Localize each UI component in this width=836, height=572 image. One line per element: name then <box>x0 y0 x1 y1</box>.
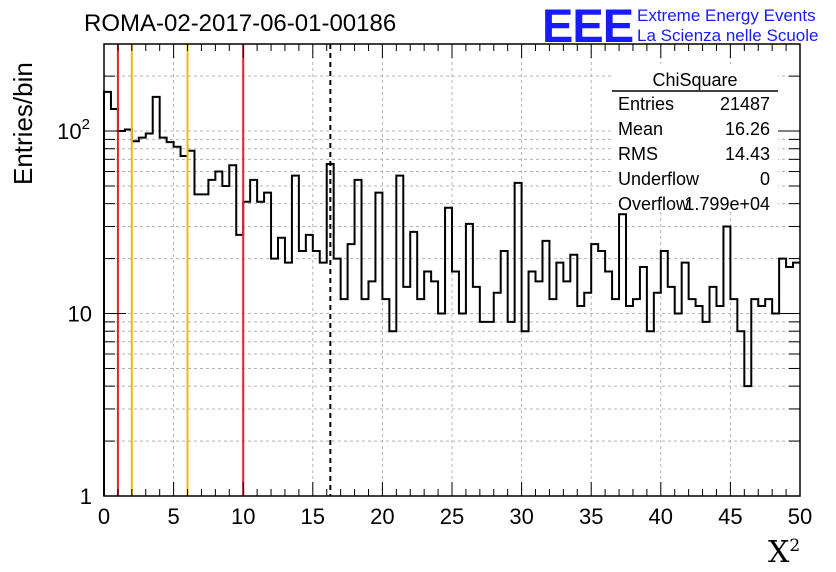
x-tick-label: 35 <box>579 504 603 529</box>
logo-line-2: La Scienza nelle Scuole <box>637 26 819 45</box>
y-tick-label: 10 <box>68 302 92 327</box>
stats-row-label: Underflow <box>618 169 700 189</box>
eee-logo: EEE <box>542 0 634 52</box>
stats-row-label: Entries <box>618 94 674 114</box>
stats-box-title: ChiSquare <box>652 70 737 90</box>
stats-row-label: Mean <box>618 119 663 139</box>
stats-row-value: 14.43 <box>725 144 770 164</box>
x-tick-label: 0 <box>98 504 110 529</box>
x-axis-label-base: X <box>768 535 790 570</box>
x-tick-label: 15 <box>301 504 325 529</box>
x-tick-label: 50 <box>788 504 812 529</box>
y-tick-label-exp: 2 <box>82 116 90 133</box>
stats-box <box>612 64 778 210</box>
x-tick-label: 25 <box>440 504 464 529</box>
x-tick-label: 10 <box>231 504 255 529</box>
x-axis-label-exp: 2 <box>789 536 801 556</box>
y-tick-label: 102 <box>57 116 90 144</box>
stats-row-value: 0 <box>760 169 770 189</box>
stats-row-value: 21487 <box>720 94 770 114</box>
stats-row-value: 1.799e+04 <box>684 194 770 214</box>
x-tick-label: 5 <box>167 504 179 529</box>
x-tick-label: 20 <box>370 504 394 529</box>
stats-row-label: RMS <box>618 144 658 164</box>
chart-title: ROMA-02-2017-06-01-00186 <box>84 10 397 37</box>
y-tick-label: 1 <box>80 484 92 509</box>
x-tick-label: 40 <box>649 504 673 529</box>
x-axis-label: X2 <box>768 535 800 570</box>
logo-line-1: Extreme Energy Events <box>637 6 816 25</box>
stats-row-value: 16.26 <box>725 119 770 139</box>
x-tick-label: 30 <box>509 504 533 529</box>
stats-row-label: Overflow <box>618 194 690 214</box>
histogram-series <box>103 90 800 496</box>
x-tick-label: 45 <box>718 504 742 529</box>
y-tick-label-base: 10 <box>57 119 81 144</box>
